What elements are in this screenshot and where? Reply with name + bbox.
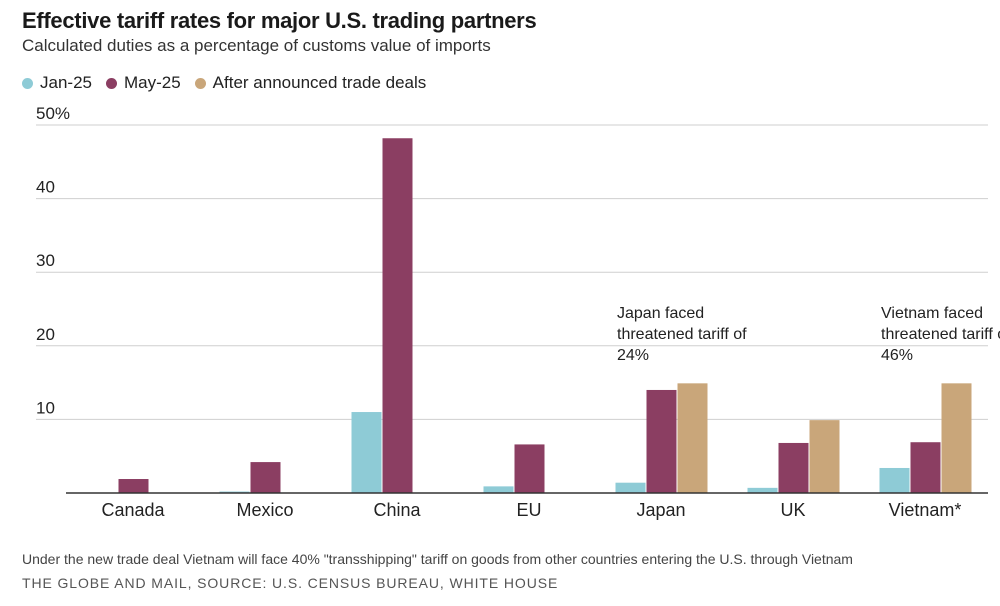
bar-may-25-mexico bbox=[250, 462, 281, 493]
x-tick-label: Vietnam* bbox=[889, 500, 962, 520]
y-tick-label: 10 bbox=[36, 398, 55, 417]
y-tick-label: 50% bbox=[36, 104, 70, 123]
bar-after-announced-trade-deals-vietnam bbox=[941, 383, 972, 493]
legend-label-jan: Jan-25 bbox=[40, 73, 92, 92]
annotation-line: threatened tariff of bbox=[881, 326, 1000, 343]
annotation-line: Japan faced bbox=[617, 305, 704, 322]
x-tick-label: Canada bbox=[101, 500, 165, 520]
y-tick-label: 30 bbox=[36, 251, 55, 270]
legend-label-may: May-25 bbox=[123, 73, 181, 92]
legend-swatch-may bbox=[105, 77, 117, 89]
legend-item-may: May-25 bbox=[105, 73, 181, 93]
footnote: Under the new trade deal Vietnam will fa… bbox=[22, 551, 853, 567]
bar-after-announced-trade-deals-japan bbox=[677, 383, 708, 493]
bar-jan-25-china bbox=[351, 412, 382, 493]
bar-jan-25-japan bbox=[615, 482, 646, 493]
chart-title: Effective tariff rates for major U.S. tr… bbox=[22, 8, 537, 33]
y-tick-label: 20 bbox=[36, 325, 55, 344]
bar-may-25-canada bbox=[118, 479, 149, 493]
chart-subtitle: Calculated duties as a percentage of cus… bbox=[22, 36, 491, 55]
legend-item-deal: After announced trade deals bbox=[194, 73, 427, 93]
x-tick-label: Japan bbox=[636, 500, 685, 520]
y-tick-label: 40 bbox=[36, 178, 55, 197]
legend-label-deal: After announced trade deals bbox=[212, 73, 427, 92]
legend-swatch-jan bbox=[22, 77, 33, 89]
bar-after-announced-trade-deals-uk bbox=[809, 420, 840, 493]
annotation-line: 24% bbox=[617, 347, 649, 364]
annotation-line: threatened tariff of bbox=[617, 326, 747, 343]
x-tick-label: UK bbox=[780, 500, 805, 520]
legend-swatch-deal bbox=[194, 77, 206, 89]
bar-jan-25-eu bbox=[483, 486, 514, 493]
x-tick-label: Mexico bbox=[236, 500, 293, 520]
bar-may-25-china bbox=[382, 138, 413, 494]
legend-item-jan: Jan-25 bbox=[22, 73, 92, 93]
legend: Jan-25 May-25 After announced trade deal… bbox=[22, 73, 440, 93]
x-tick-label: EU bbox=[516, 500, 541, 520]
bar-may-25-eu bbox=[514, 444, 545, 493]
bar-may-25-vietnam bbox=[910, 442, 941, 493]
bar-jan-25-uk bbox=[747, 487, 778, 493]
bar-chart: 10 20 30 40 50% Canada Mexico China EU Japan UK Vie… bbox=[36, 104, 1000, 520]
bar-jan-25-vietnam bbox=[879, 467, 910, 493]
bar-may-25-japan bbox=[646, 389, 677, 493]
x-tick-label: China bbox=[373, 500, 421, 520]
annotation-line: Vietnam faced bbox=[881, 305, 983, 322]
source-credit: THE GLOBE AND MAIL, SOURCE: U.S. CENSUS … bbox=[22, 575, 559, 591]
bar-may-25-uk bbox=[778, 442, 809, 493]
annotation-line: 46% bbox=[881, 347, 913, 364]
